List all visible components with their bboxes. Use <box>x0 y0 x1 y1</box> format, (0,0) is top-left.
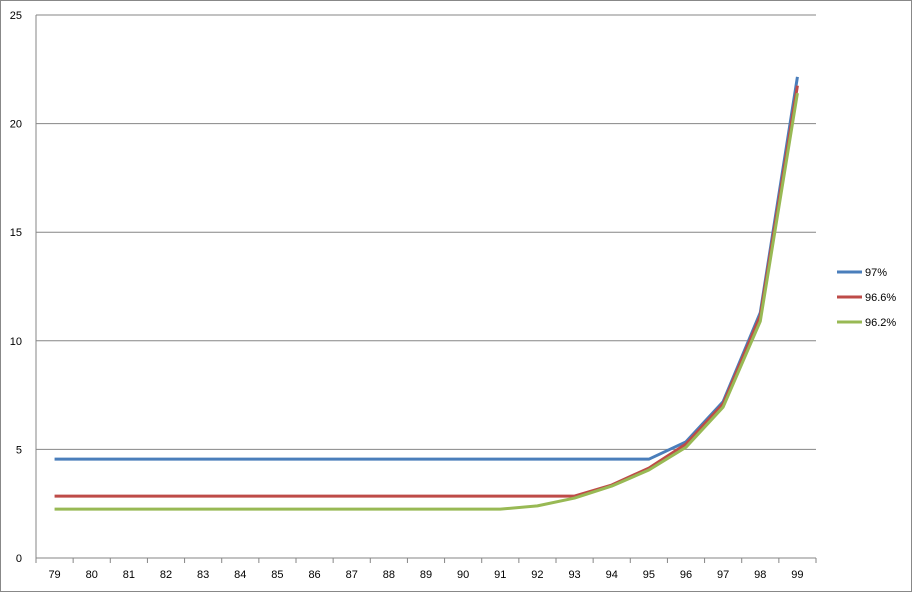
x-tick-label: 95 <box>643 569 655 581</box>
x-tick-label: 88 <box>383 569 395 581</box>
x-tick-label: 94 <box>606 569 618 581</box>
x-tick-label: 97 <box>717 569 729 581</box>
x-tick-label: 99 <box>791 569 803 581</box>
x-tick-label: 83 <box>197 569 209 581</box>
x-tick-label: 86 <box>308 569 320 581</box>
x-tick-label: 91 <box>494 569 506 581</box>
x-tick-label: 79 <box>48 569 60 581</box>
x-tick-label: 81 <box>123 569 135 581</box>
x-tick-label: 93 <box>568 569 580 581</box>
x-tick-label: 84 <box>234 569 246 581</box>
x-tick-label: 82 <box>160 569 172 581</box>
y-tick-label: 5 <box>16 444 22 456</box>
y-tick-label: 15 <box>10 227 22 239</box>
x-tick-label: 96 <box>680 569 692 581</box>
y-tick-label: 10 <box>10 336 22 348</box>
legend-label: 96.2% <box>865 317 896 329</box>
x-tick-label: 89 <box>420 569 432 581</box>
x-tick-label: 92 <box>531 569 543 581</box>
x-tick-label: 87 <box>346 569 358 581</box>
x-tick-label: 90 <box>457 569 469 581</box>
series-line <box>54 76 799 461</box>
x-tick-label: 80 <box>86 569 98 581</box>
x-tick-label: 85 <box>271 569 283 581</box>
legend-label: 96.6% <box>865 292 896 304</box>
legend-label: 97% <box>865 267 887 279</box>
y-tick-label: 25 <box>10 10 22 22</box>
y-tick-label: 0 <box>16 553 22 565</box>
series-line <box>54 92 799 511</box>
series-line <box>54 85 799 498</box>
x-tick-label: 98 <box>754 569 766 581</box>
y-tick-label: 20 <box>10 119 22 131</box>
